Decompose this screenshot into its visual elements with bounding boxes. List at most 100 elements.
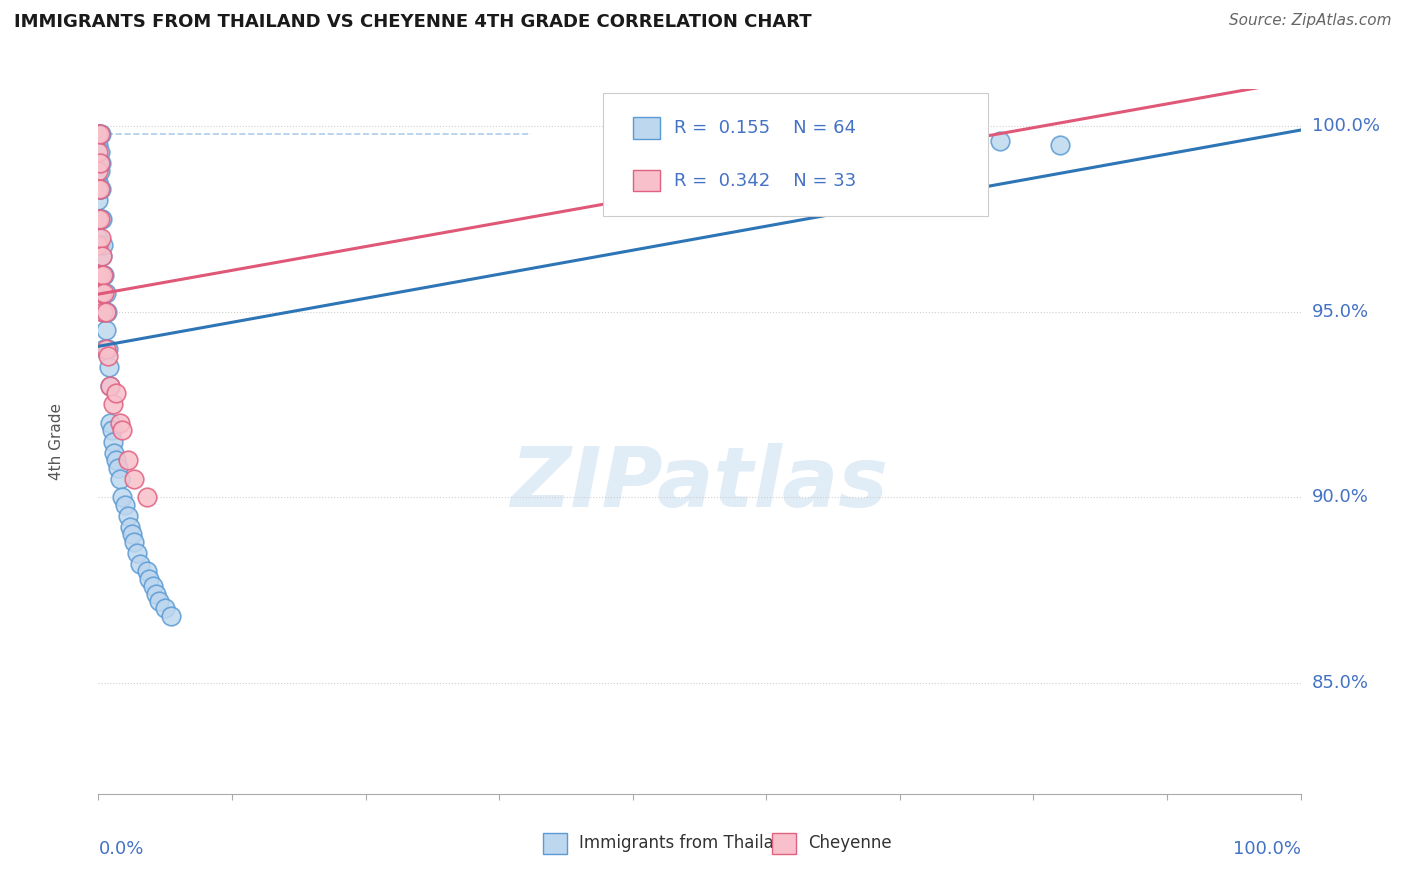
Point	[91, 249, 114, 263]
Point	[90, 212, 112, 227]
Point	[87, 156, 110, 170]
Point	[114, 498, 136, 512]
Point	[97, 349, 120, 363]
Bar	[633, 169, 659, 192]
Point	[145, 586, 167, 600]
Text: Cheyenne: Cheyenne	[807, 834, 891, 852]
Point	[129, 557, 152, 571]
Point	[87, 293, 110, 308]
Point	[94, 342, 117, 356]
Point	[856, 134, 879, 148]
Point	[148, 594, 170, 608]
Text: 85.0%: 85.0%	[1312, 673, 1368, 691]
Point	[98, 360, 121, 375]
Point	[904, 137, 927, 152]
Bar	[772, 832, 796, 854]
Text: 100.0%: 100.0%	[1312, 117, 1379, 136]
Point	[89, 156, 111, 170]
Point	[93, 342, 115, 356]
Point	[953, 130, 976, 145]
Point	[988, 134, 1011, 148]
Point	[94, 286, 117, 301]
Point	[93, 286, 115, 301]
Point	[89, 127, 111, 141]
Point	[90, 249, 112, 263]
Text: 4th Grade: 4th Grade	[49, 403, 63, 480]
Point	[117, 508, 139, 523]
Point	[96, 304, 118, 318]
Point	[111, 490, 134, 504]
Point	[89, 182, 111, 196]
Text: 90.0%: 90.0%	[1312, 488, 1368, 506]
Point	[87, 175, 110, 189]
Point	[153, 601, 176, 615]
Point	[87, 127, 110, 141]
Point	[89, 238, 111, 252]
Point	[118, 520, 141, 534]
Point	[87, 249, 110, 263]
Point	[97, 342, 120, 356]
Point	[1049, 137, 1071, 152]
Text: ZIPatlas: ZIPatlas	[510, 443, 889, 524]
Point	[93, 268, 115, 282]
Text: R =  0.342    N = 33: R = 0.342 N = 33	[675, 171, 856, 189]
Text: R =  0.155    N = 64: R = 0.155 N = 64	[675, 119, 856, 136]
Point	[91, 268, 114, 282]
Text: Immigrants from Thailand: Immigrants from Thailand	[579, 834, 794, 852]
Point	[100, 379, 122, 393]
Point	[87, 194, 110, 208]
Point	[91, 268, 114, 282]
Point	[125, 546, 148, 560]
Point	[89, 127, 111, 141]
Point	[90, 268, 112, 282]
Point	[89, 182, 111, 196]
Point	[91, 304, 114, 318]
Point	[90, 182, 112, 196]
Point	[107, 460, 129, 475]
Point	[105, 386, 128, 401]
FancyBboxPatch shape	[603, 93, 988, 216]
Point	[87, 137, 110, 152]
Point	[87, 268, 110, 282]
Point	[121, 527, 143, 541]
Text: Source: ZipAtlas.com: Source: ZipAtlas.com	[1229, 13, 1392, 29]
Point	[87, 163, 110, 178]
Point	[89, 145, 111, 160]
Point	[124, 534, 146, 549]
Point	[90, 230, 112, 244]
Point	[91, 238, 114, 252]
Text: 0.0%: 0.0%	[98, 839, 143, 858]
Point	[138, 572, 160, 586]
Point	[89, 212, 111, 227]
Point	[111, 424, 134, 438]
Point	[101, 397, 124, 411]
Point	[90, 156, 112, 170]
Bar	[633, 117, 659, 138]
Point	[87, 212, 110, 227]
Bar	[543, 832, 567, 854]
Point	[124, 472, 146, 486]
Point	[100, 416, 122, 430]
Point	[928, 127, 950, 141]
Text: IMMIGRANTS FROM THAILAND VS CHEYENNE 4TH GRADE CORRELATION CHART: IMMIGRANTS FROM THAILAND VS CHEYENNE 4TH…	[14, 13, 811, 31]
Point	[87, 182, 110, 196]
Point	[87, 238, 110, 252]
Point	[87, 230, 110, 244]
Point	[94, 323, 117, 337]
Point	[100, 379, 122, 393]
Point	[91, 304, 114, 318]
Point	[89, 268, 111, 282]
Point	[108, 472, 131, 486]
Point	[87, 238, 110, 252]
Point	[91, 249, 114, 263]
Text: 95.0%: 95.0%	[1312, 302, 1369, 321]
Point	[94, 304, 117, 318]
Point	[91, 268, 114, 282]
Point	[91, 212, 114, 227]
Point	[135, 565, 157, 579]
Point	[93, 304, 115, 318]
Point	[108, 416, 131, 430]
Point	[89, 212, 111, 227]
Point	[105, 453, 128, 467]
Text: 100.0%: 100.0%	[1233, 839, 1301, 858]
